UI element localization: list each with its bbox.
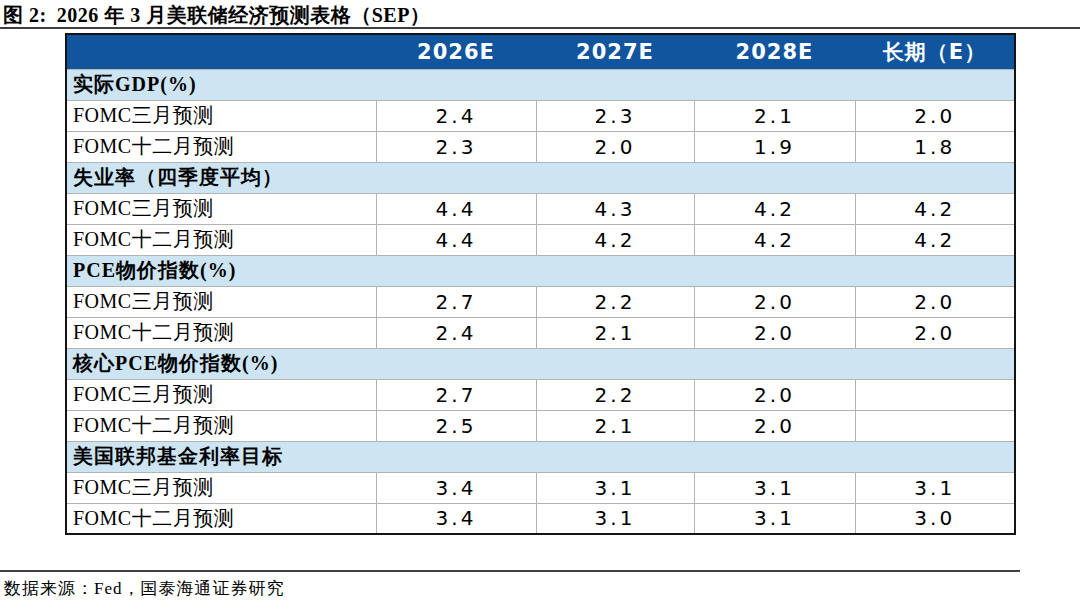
row-label: FOMC十二月预测 <box>66 317 376 348</box>
value-cell: 2.4 <box>376 100 536 131</box>
value-cell <box>855 379 1015 410</box>
sep-table-container: 2026E 2027E 2028E 长期（E） 实际GDP(%) FOMC三月预… <box>65 33 1016 535</box>
value-cell: 2.1 <box>536 410 694 441</box>
value-cell: 1.9 <box>694 131 855 162</box>
value-cell: 4.2 <box>536 224 694 255</box>
section-header-label: 失业率（四季度平均） <box>66 162 1015 193</box>
table-row: FOMC三月预测 3.4 3.1 3.1 3.1 <box>66 472 1015 503</box>
value-cell: 3.1 <box>855 472 1015 503</box>
value-cell: 2.0 <box>694 286 855 317</box>
value-cell: 4.2 <box>855 193 1015 224</box>
data-source-note: 数据来源：Fed，国泰海通证券研究 <box>4 577 285 600</box>
value-cell: 2.0 <box>855 100 1015 131</box>
table-row: FOMC三月预测 4.4 4.3 4.2 4.2 <box>66 193 1015 224</box>
value-cell: 3.0 <box>855 503 1015 534</box>
section-header-core-pce: 核心PCE物价指数(%) <box>66 348 1015 379</box>
section-header-label: 美国联邦基金利率目标 <box>66 441 1015 472</box>
value-cell: 2.7 <box>376 286 536 317</box>
value-cell: 3.1 <box>694 472 855 503</box>
row-label: FOMC十二月预测 <box>66 224 376 255</box>
value-cell: 2.1 <box>536 317 694 348</box>
section-header-label: 核心PCE物价指数(%) <box>66 348 1015 379</box>
value-cell: 3.4 <box>376 503 536 534</box>
row-label: FOMC三月预测 <box>66 379 376 410</box>
row-label: FOMC十二月预测 <box>66 410 376 441</box>
row-label: FOMC三月预测 <box>66 472 376 503</box>
value-cell: 3.4 <box>376 472 536 503</box>
table-row: FOMC十二月预测 2.4 2.1 2.0 2.0 <box>66 317 1015 348</box>
value-cell: 2.0 <box>536 131 694 162</box>
value-cell: 4.4 <box>376 193 536 224</box>
table-row: FOMC十二月预测 2.5 2.1 2.0 <box>66 410 1015 441</box>
value-cell: 2.1 <box>694 100 855 131</box>
table-row: FOMC三月预测 2.7 2.2 2.0 2.0 <box>66 286 1015 317</box>
header-col-2026e: 2026E <box>376 34 536 69</box>
value-cell: 2.5 <box>376 410 536 441</box>
row-label: FOMC十二月预测 <box>66 131 376 162</box>
table-row: FOMC十二月预测 2.3 2.0 1.9 1.8 <box>66 131 1015 162</box>
value-cell: 3.1 <box>694 503 855 534</box>
row-label: FOMC三月预测 <box>66 100 376 131</box>
value-cell: 2.0 <box>855 286 1015 317</box>
table-header-row: 2026E 2027E 2028E 长期（E） <box>66 34 1015 69</box>
header-col-longrun: 长期（E） <box>855 34 1015 69</box>
row-label: FOMC三月预测 <box>66 286 376 317</box>
value-cell: 4.2 <box>694 193 855 224</box>
title-divider <box>0 27 1080 29</box>
value-cell: 2.7 <box>376 379 536 410</box>
value-cell: 1.8 <box>855 131 1015 162</box>
value-cell: 2.0 <box>694 379 855 410</box>
section-header-pce: PCE物价指数(%) <box>66 255 1015 286</box>
value-cell: 2.0 <box>694 410 855 441</box>
table-row: FOMC十二月预测 3.4 3.1 3.1 3.0 <box>66 503 1015 534</box>
section-header-real-gdp: 实际GDP(%) <box>66 69 1015 100</box>
footer-divider <box>0 570 1020 572</box>
figure-title-text: 2026 年 3 月美联储经济预测表格（SEP） <box>57 4 431 26</box>
header-col-2027e: 2027E <box>536 34 694 69</box>
value-cell <box>855 410 1015 441</box>
value-cell: 4.4 <box>376 224 536 255</box>
value-cell: 2.4 <box>376 317 536 348</box>
value-cell: 3.1 <box>536 472 694 503</box>
value-cell: 4.2 <box>694 224 855 255</box>
figure-number-label: 图 2: <box>3 4 47 26</box>
section-header-label: PCE物价指数(%) <box>66 255 1015 286</box>
value-cell: 3.1 <box>536 503 694 534</box>
header-corner-cell <box>66 34 376 69</box>
value-cell: 2.2 <box>536 379 694 410</box>
value-cell: 4.2 <box>855 224 1015 255</box>
value-cell: 2.3 <box>376 131 536 162</box>
header-col-2028e: 2028E <box>694 34 855 69</box>
sep-projection-table: 2026E 2027E 2028E 长期（E） 实际GDP(%) FOMC三月预… <box>65 33 1016 535</box>
value-cell: 2.0 <box>694 317 855 348</box>
table-row: FOMC三月预测 2.4 2.3 2.1 2.0 <box>66 100 1015 131</box>
table-row: FOMC三月预测 2.7 2.2 2.0 <box>66 379 1015 410</box>
value-cell: 2.0 <box>855 317 1015 348</box>
section-header-unemployment: 失业率（四季度平均） <box>66 162 1015 193</box>
row-label: FOMC十二月预测 <box>66 503 376 534</box>
row-label: FOMC三月预测 <box>66 193 376 224</box>
table-row: FOMC十二月预测 4.4 4.2 4.2 4.2 <box>66 224 1015 255</box>
section-header-label: 实际GDP(%) <box>66 69 1015 100</box>
value-cell: 4.3 <box>536 193 694 224</box>
value-cell: 2.3 <box>536 100 694 131</box>
figure-title: 图 2: 2026 年 3 月美联储经济预测表格（SEP） <box>3 2 430 29</box>
value-cell: 2.2 <box>536 286 694 317</box>
section-header-fed-funds: 美国联邦基金利率目标 <box>66 441 1015 472</box>
